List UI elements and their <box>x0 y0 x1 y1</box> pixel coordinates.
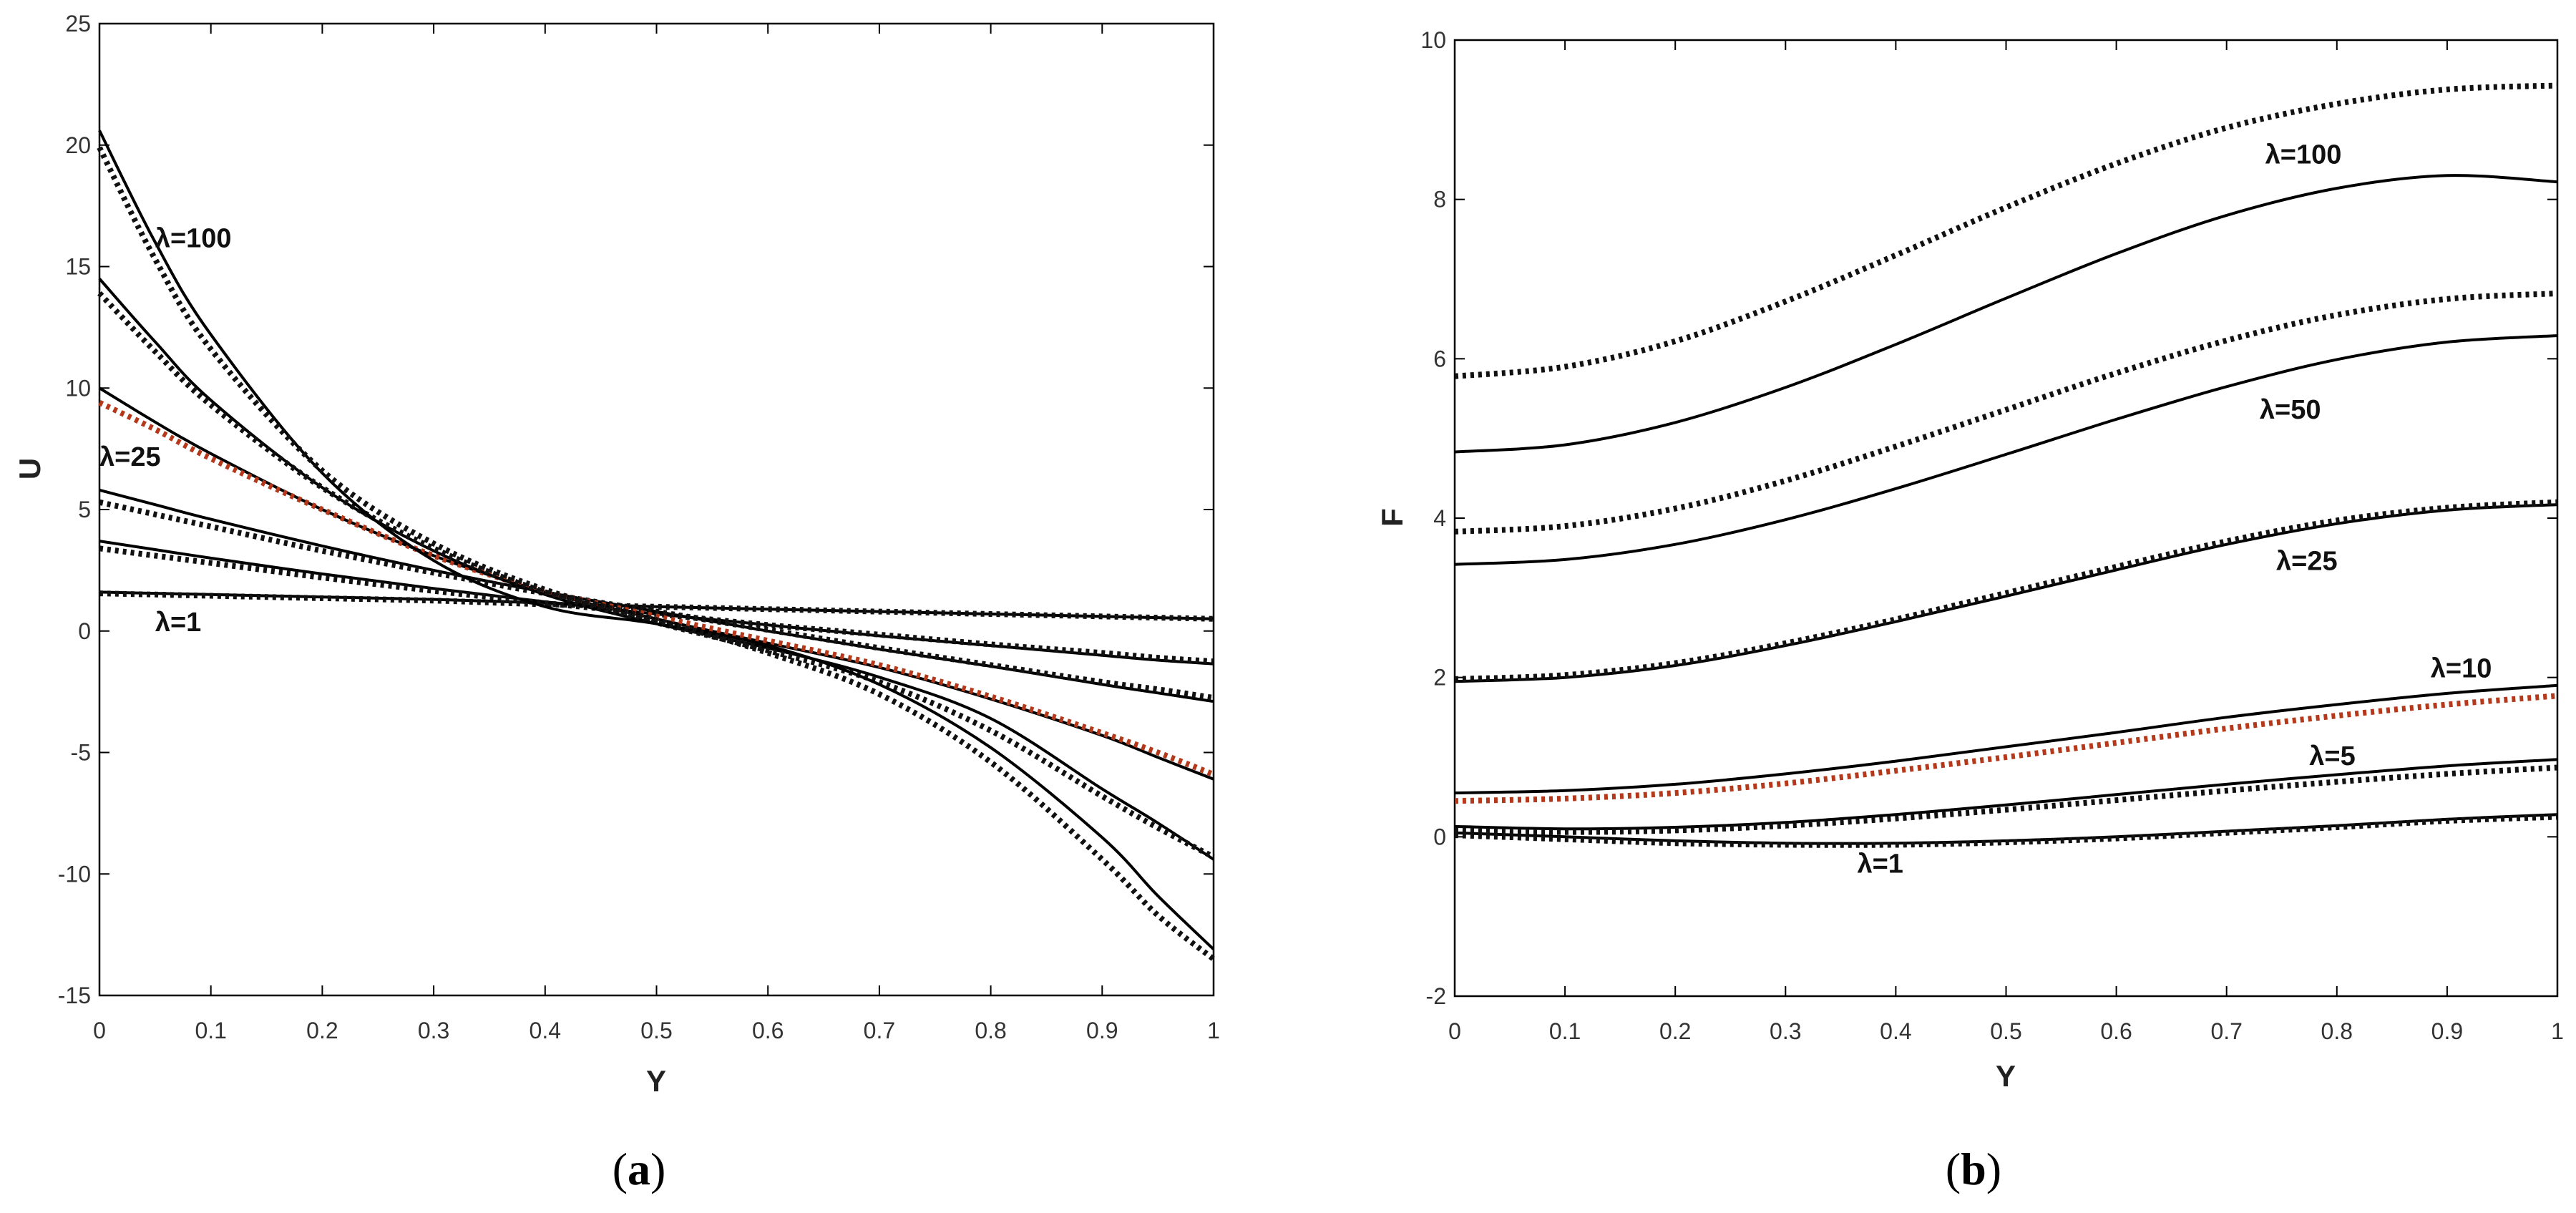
y-tick-label: -15 <box>58 983 91 1008</box>
x-tick-label: 0.3 <box>1770 1018 1801 1044</box>
lambda-annotation: λ=100 <box>155 223 232 253</box>
x-tick-label: 0.9 <box>2431 1018 2463 1044</box>
x-tick-label: 0.9 <box>1086 1018 1118 1043</box>
panel-b-x-axis-title: Y <box>1996 1059 2016 1093</box>
y-tick-label: -2 <box>1426 983 1446 1009</box>
x-tick-label: 0.5 <box>1990 1018 2021 1044</box>
panel-a-x-axis-title: Y <box>646 1064 666 1098</box>
series-line-dotted-9 <box>97 291 1215 860</box>
y-tick-label: 8 <box>1433 187 1446 213</box>
x-tick-label: 0.1 <box>195 1018 226 1043</box>
series-line-solid-8 <box>1454 334 2558 566</box>
x-tick-label: 1 <box>2551 1018 2564 1044</box>
lambda-annotation: λ=25 <box>2276 546 2338 576</box>
series-line-solid-6 <box>1454 503 2558 683</box>
x-tick-label: 0.7 <box>864 1018 895 1043</box>
series-line-dotted-7 <box>1454 499 2558 682</box>
panel-a-label-open: ( <box>613 1144 628 1194</box>
x-tick-label: 0.4 <box>1880 1018 1911 1044</box>
x-tick-label: 0.6 <box>752 1018 784 1043</box>
series-line-solid-4 <box>1454 683 2558 795</box>
panel-b-series-group <box>1454 82 2558 848</box>
x-tick-label: 0 <box>93 1018 106 1043</box>
y-tick-label: 10 <box>65 375 91 401</box>
series-line-dotted-11 <box>97 146 1216 962</box>
panel-b-y-axis-title: F <box>1375 508 1409 527</box>
y-tick-label: 10 <box>1420 27 1446 53</box>
x-tick-label: 0.2 <box>306 1018 338 1043</box>
x-tick-label: 0.1 <box>1549 1018 1581 1044</box>
x-tick-label: 0.3 <box>418 1018 449 1043</box>
panel-b-label-open: ( <box>1946 1144 1961 1194</box>
panel-a-label: (a) <box>613 1144 666 1194</box>
x-tick-label: 0.2 <box>1659 1018 1691 1044</box>
panel-a-x-ticks: 0 0.1 0.2 0.3 0.4 0.5 0.6 0.7 0.8 0.9 1 <box>93 24 1220 1043</box>
y-tick-label: 2 <box>1433 665 1446 691</box>
y-tick-label: 0 <box>1433 824 1446 849</box>
y-tick-label: 15 <box>65 254 91 280</box>
panel-b-label: (b) <box>1946 1144 2001 1194</box>
y-tick-label: 0 <box>78 618 91 644</box>
series-line-dotted-11 <box>1454 82 2558 379</box>
panel-a-y-ticks: -15 -10 -5 0 5 10 15 20 25 <box>58 11 1214 1008</box>
x-tick-label: 1 <box>1207 1018 1220 1043</box>
series-line-dotted-9 <box>1454 291 2558 535</box>
x-tick-label: 0 <box>1448 1018 1461 1044</box>
series-line-solid-10 <box>98 130 1215 950</box>
panel-b-x-ticks: 0 0.1 0.2 0.3 0.4 0.5 0.6 0.7 0.8 0.9 1 <box>1448 40 2564 1044</box>
lambda-annotation: λ=1 <box>1857 849 1903 879</box>
panel-a-series-group <box>97 130 1216 962</box>
y-tick-label: 4 <box>1433 505 1446 531</box>
y-tick-label: 6 <box>1433 346 1446 371</box>
panel-a-label-letter: a <box>628 1144 650 1194</box>
panel-a-plot-frame <box>98 22 1215 997</box>
panel-a-label-close: ) <box>650 1144 665 1194</box>
lambda-annotation: λ=25 <box>99 442 161 472</box>
series-line-dotted-1 <box>1454 814 2558 848</box>
panel-b-label-close: ) <box>1986 1144 2001 1194</box>
series-line-solid-10 <box>1454 174 2558 454</box>
lambda-annotation: λ=50 <box>2260 395 2321 425</box>
series-line-dotted-1 <box>99 590 1214 622</box>
x-tick-label: 0.8 <box>975 1018 1006 1043</box>
panel-a-y-axis-title: U <box>13 458 47 479</box>
series-line-dotted-3 <box>1454 764 2558 835</box>
series-line-highlight-7 <box>98 399 1215 777</box>
lambda-annotation: λ=10 <box>2431 654 2492 684</box>
panel-a-chart: -15 -10 -5 0 5 10 15 20 25 0 0.1 0.2 0.3 0.4 0.5 0.6 0.… <box>13 11 1220 1194</box>
y-tick-label: 20 <box>65 132 91 158</box>
series-line-solid-2 <box>1454 758 2558 831</box>
lambda-annotation: λ=5 <box>2309 741 2355 771</box>
y-tick-label: 25 <box>65 11 91 36</box>
series-line-highlight-5 <box>1454 693 2558 804</box>
series-line-dotted-5 <box>99 499 1214 701</box>
y-tick-label: 5 <box>78 497 91 522</box>
panel-b-annotations: λ=100 λ=50 λ=25 λ=10 λ=5 λ=1 <box>1857 140 2492 880</box>
x-tick-label: 0.7 <box>2210 1018 2242 1044</box>
x-tick-label: 0.4 <box>530 1018 561 1043</box>
lambda-annotation: λ=1 <box>155 608 201 638</box>
y-tick-label: -5 <box>71 740 91 766</box>
x-tick-label: 0.6 <box>2100 1018 2132 1044</box>
x-tick-label: 0.8 <box>2321 1018 2353 1044</box>
panel-b-label-letter: b <box>1961 1144 1986 1194</box>
lambda-annotation: λ=100 <box>2265 140 2342 170</box>
panel-a-annotations: λ=100 λ=25 λ=1 <box>99 223 232 637</box>
x-tick-label: 0.5 <box>640 1018 672 1043</box>
y-tick-label: -10 <box>58 861 91 887</box>
